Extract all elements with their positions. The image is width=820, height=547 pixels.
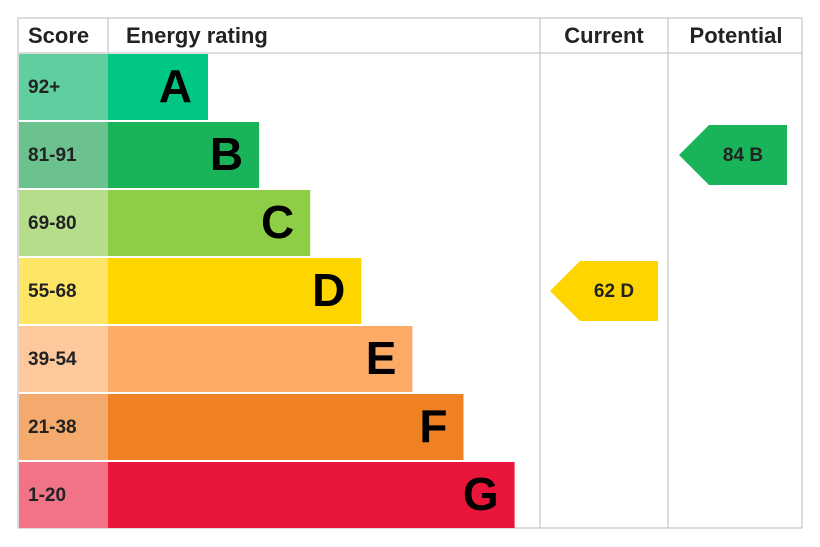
potential-letter: B [749,145,763,166]
rating-bar [108,326,413,392]
score-range: 69-80 [28,213,77,234]
score-cell [19,122,108,188]
score-cell [19,54,108,120]
band-letter: B [210,128,243,180]
rating-bar [108,394,464,460]
score-range: 81-91 [28,145,77,166]
rating-bar [108,122,260,188]
band-letter: F [419,400,447,452]
score-range: 92+ [28,77,60,98]
header-current: Current [564,23,644,48]
current-score: 62 [594,281,615,302]
score-range: 55-68 [28,281,77,302]
band-letter: E [366,332,397,384]
score-cell [19,326,108,392]
current-letter: D [620,281,634,302]
band-letter: C [261,196,294,248]
current-label: 62 D [594,281,634,302]
band-letter: G [463,468,499,520]
rating-bar [108,190,311,256]
band-letter: D [312,264,345,316]
potential-label: 84 B [723,145,763,166]
score-cell [19,258,108,324]
rating-bar [108,54,208,120]
header-rating: Energy rating [126,23,268,48]
current-arrow [550,261,658,321]
header-potential: Potential [690,23,783,48]
score-range: 39-54 [28,349,77,370]
score-cell [19,462,108,528]
score-range: 21-38 [28,417,77,438]
band-letter: A [159,60,192,112]
rating-bar [108,258,362,324]
rating-bar [108,462,515,528]
score-range: 1-20 [28,485,66,506]
score-cell [19,190,108,256]
score-cell [19,394,108,460]
potential-score: 84 [723,145,745,166]
header-score: Score [28,23,89,48]
potential-arrow [679,125,787,185]
